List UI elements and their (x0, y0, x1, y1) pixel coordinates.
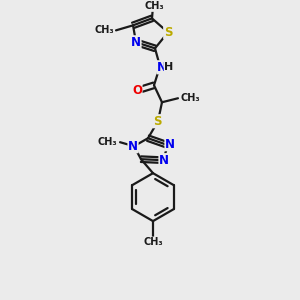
Text: N: N (159, 154, 169, 167)
Text: O: O (132, 84, 142, 97)
Text: N: N (128, 140, 138, 153)
Text: CH₃: CH₃ (94, 25, 114, 35)
Text: S: S (153, 115, 161, 128)
Text: H: H (164, 62, 174, 72)
Text: N: N (157, 61, 167, 74)
Text: CH₃: CH₃ (181, 93, 201, 103)
Text: CH₃: CH₃ (98, 137, 117, 147)
Text: CH₃: CH₃ (144, 2, 164, 11)
Text: N: N (131, 36, 141, 49)
Text: CH₃: CH₃ (143, 237, 163, 247)
Text: S: S (164, 26, 172, 39)
Text: N: N (165, 138, 175, 151)
